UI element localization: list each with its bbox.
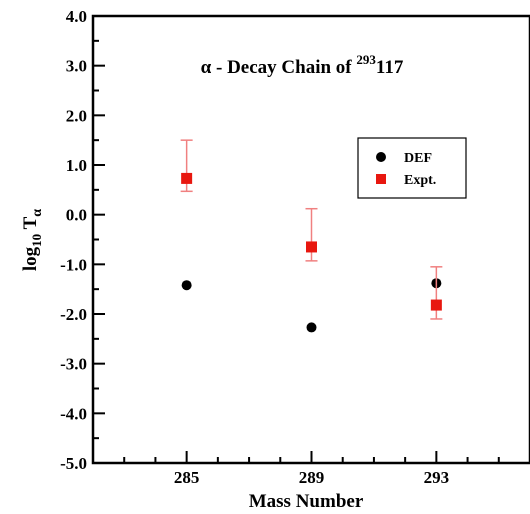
x-tick-label: 293	[424, 468, 450, 487]
def-point	[306, 322, 317, 333]
chart-title-prefix: α - Decay Chain of	[201, 57, 357, 78]
legend-def-label: DEF	[404, 151, 432, 166]
chart-title: α - Decay Chain of 293117	[201, 52, 404, 78]
x-axis-title: Mass Number	[249, 491, 364, 512]
data-marks	[180, 139, 443, 333]
x-tick-label: 285	[174, 468, 200, 487]
expt-point	[306, 241, 317, 253]
y-tick-label: -2.0	[60, 305, 87, 324]
plot-frame	[91, 14, 530, 465]
y-axis-title-alpha: α	[30, 209, 45, 217]
y-axis-title: log10 Tα	[20, 209, 45, 271]
chart-title-superscript: 293	[356, 52, 376, 67]
x-tick-labels: 285 289 293	[174, 468, 449, 487]
y-tick-label: 0.0	[66, 206, 87, 225]
y-tick-label: -4.0	[60, 404, 87, 423]
legend-def-marker	[376, 152, 386, 162]
def-point	[181, 280, 192, 291]
y-tick-label: 4.0	[66, 7, 87, 26]
legend-box	[357, 137, 467, 199]
chart-title-suffix: 117	[376, 57, 404, 78]
expt-point	[181, 172, 193, 184]
y-tick-label: -1.0	[60, 255, 87, 274]
y-axis-title-T: T	[20, 216, 41, 233]
y-axis-title-log: log	[20, 246, 41, 271]
legend-expt-label: Expt.	[404, 173, 436, 188]
x-tick-label: 289	[299, 468, 325, 487]
y-axis-title-sub: 10	[29, 234, 44, 247]
legend-expt-marker	[376, 174, 386, 184]
y-tick-label: 1.0	[66, 156, 87, 175]
legend: DEF Expt.	[357, 137, 467, 199]
expt-point	[430, 299, 442, 311]
y-tick-labels: -5.0 -4.0 -3.0 -2.0 -1.0 0.0 1.0 2.0 3.0 4.0	[60, 7, 87, 473]
y-tick-label: 2.0	[66, 106, 87, 125]
y-tick-label: -5.0	[60, 454, 87, 473]
y-tick-label: 3.0	[66, 57, 87, 76]
y-tick-label: -3.0	[60, 355, 87, 374]
